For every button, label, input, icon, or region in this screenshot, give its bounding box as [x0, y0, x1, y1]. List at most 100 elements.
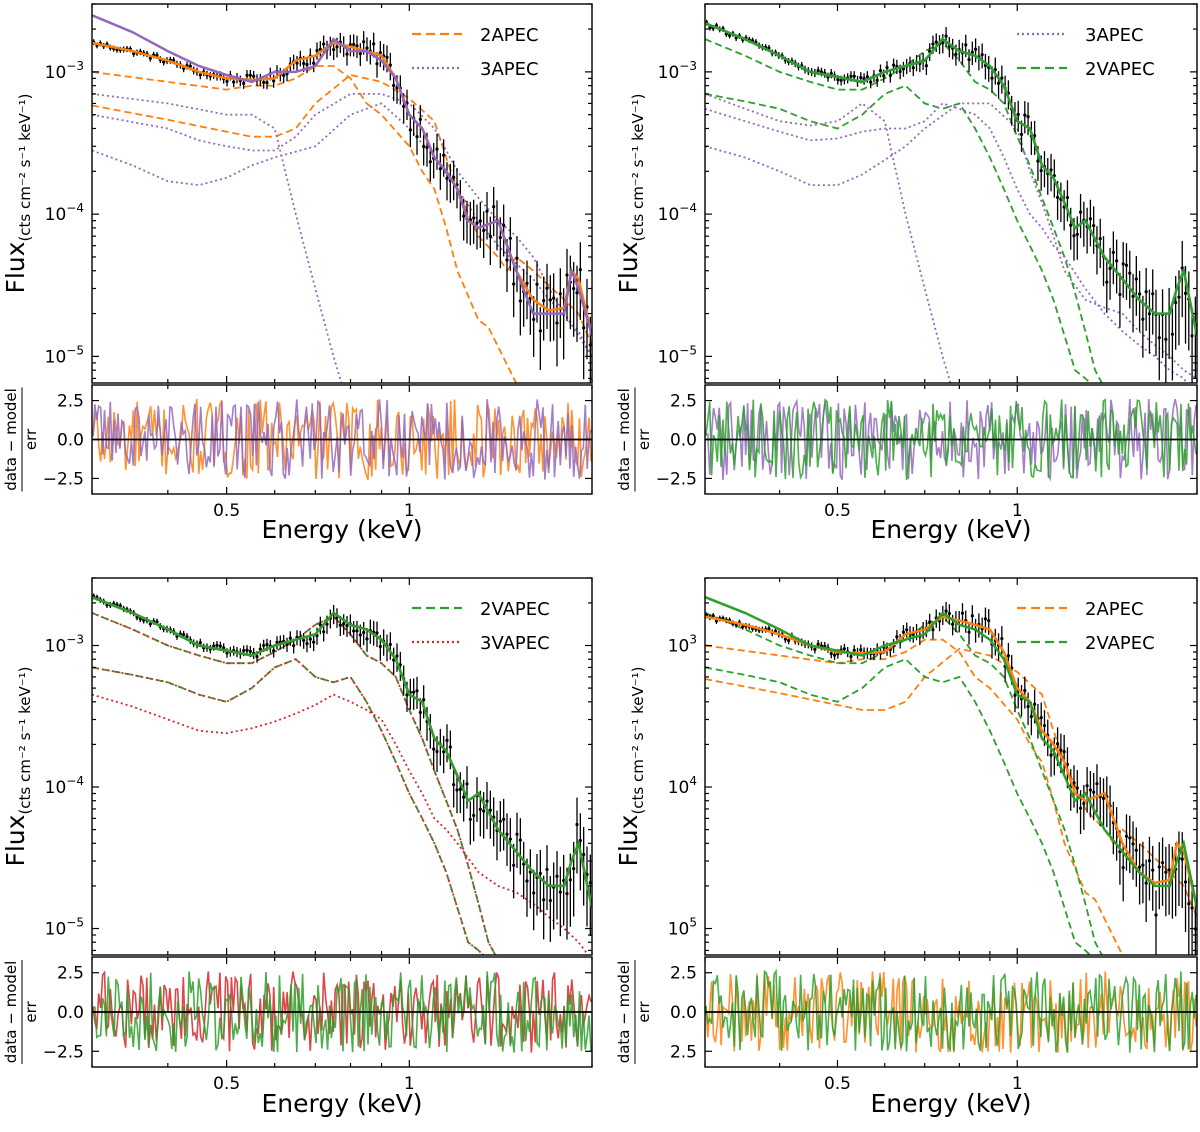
data-point	[1190, 334, 1194, 338]
data-point	[435, 749, 439, 754]
resid-y-tick-label: 0.0	[670, 1003, 697, 1023]
data-points	[705, 601, 1197, 955]
data-point	[1177, 295, 1181, 299]
data-point	[478, 219, 482, 223]
data-point	[322, 630, 326, 634]
data-point	[1019, 132, 1024, 136]
residual-plot-area	[705, 398, 1197, 482]
data-point	[1013, 693, 1017, 697]
data-point	[1183, 880, 1188, 884]
data-point	[302, 61, 306, 66]
data-point	[352, 629, 356, 633]
data-point	[588, 881, 592, 885]
data-point	[548, 298, 552, 302]
residual-3apec	[92, 399, 592, 480]
data-point	[358, 51, 362, 56]
data-point	[974, 47, 978, 51]
data-point	[1088, 217, 1092, 221]
resid-y-tick-label: 0.0	[57, 1003, 84, 1023]
model-curve-2vapec-component-2	[705, 658, 1092, 955]
residual-label-numerator: data − model	[2, 388, 20, 491]
model-curve-2vapec-component-1	[92, 612, 497, 955]
resid-y-tick-label: 2.5	[670, 964, 697, 984]
data-point	[415, 689, 419, 693]
data-points	[92, 31, 592, 383]
model-curve-2apec-component-1	[705, 638, 1124, 955]
data-point	[515, 832, 519, 836]
data-point	[980, 53, 984, 57]
data-point	[488, 234, 492, 238]
data-point	[402, 104, 406, 109]
data-point	[1101, 796, 1106, 800]
data-point	[482, 809, 486, 813]
resid-y-tick-label: 2.5	[670, 392, 697, 412]
residual-label-numerator: data − model	[615, 961, 633, 1064]
data-point	[865, 75, 869, 79]
data-point	[588, 343, 592, 347]
main-plot-area	[705, 595, 1197, 955]
data-point	[1072, 234, 1076, 238]
y-tick-label: 10−3	[658, 59, 697, 83]
data-point	[941, 41, 945, 45]
data-point	[1141, 863, 1145, 867]
legend-label: 2VAPEC	[1085, 633, 1155, 654]
data-point	[1056, 742, 1060, 746]
data-point	[987, 618, 991, 623]
data-point	[242, 648, 246, 653]
data-point	[1147, 859, 1152, 863]
resid-y-tick-label: 2.5	[670, 1042, 697, 1062]
data-point	[960, 611, 965, 615]
model-curve-3apec-component-3	[92, 102, 592, 357]
data-point	[1026, 704, 1030, 709]
data-point	[555, 321, 559, 325]
data-point	[1049, 168, 1053, 172]
data-point	[215, 643, 219, 647]
residual-axis-label: data − model err	[615, 960, 653, 1064]
data-point	[418, 710, 422, 715]
data-point	[498, 236, 502, 240]
x-tick-label: 1	[1012, 501, 1023, 521]
data-point	[502, 817, 506, 821]
data-point	[218, 644, 222, 648]
model-curve-2vapec	[705, 595, 1197, 909]
data-point	[265, 643, 269, 647]
data-point	[468, 817, 472, 822]
data-point	[1160, 861, 1165, 865]
resid-y-tick-label: 0.0	[57, 431, 84, 451]
main-axes-frame	[91, 577, 593, 956]
data-point	[970, 50, 974, 54]
model-curve-3apec-component-2	[92, 93, 592, 357]
data-point	[395, 654, 399, 658]
resid-y-tick-label: −2.5	[43, 469, 84, 489]
data-point	[990, 76, 994, 80]
data-point	[385, 55, 389, 59]
y-axis-label-text: Flux(cts cm⁻² s⁻¹ keV⁻¹)	[1, 666, 34, 866]
y-tick-label: 103	[668, 633, 697, 657]
data-point	[832, 653, 837, 657]
y-tick-label: 10−3	[45, 59, 84, 83]
data-point	[1056, 195, 1060, 200]
data-point	[512, 282, 516, 286]
data-point	[1059, 748, 1063, 752]
residual-2vapec	[705, 968, 1197, 1053]
data-point	[1026, 114, 1030, 119]
data-point	[322, 42, 326, 46]
data-point	[983, 617, 988, 621]
model-curve-3apec	[92, 14, 592, 336]
data-point	[1033, 134, 1037, 138]
data-point	[345, 623, 349, 628]
data-point	[1049, 753, 1053, 757]
data-point	[1134, 848, 1138, 852]
legend: 2VAPEC 3VAPEC	[412, 599, 550, 654]
panel-top-left: 0.5 1 10−3 10−4 10−5 2.5 0.0 −2.5 Energy (keV) Fl…	[1, 3, 593, 544]
data-point	[1128, 836, 1132, 840]
data-point	[512, 863, 516, 867]
resid-y-tick-label: 2.5	[57, 392, 84, 412]
data-point	[442, 750, 446, 754]
data-point	[1154, 913, 1158, 917]
data-point	[182, 633, 186, 637]
model-curve-2apec-component-1	[92, 65, 518, 383]
main-axes-frame	[704, 3, 1198, 384]
data-point	[518, 838, 522, 842]
data-point	[1121, 866, 1125, 870]
